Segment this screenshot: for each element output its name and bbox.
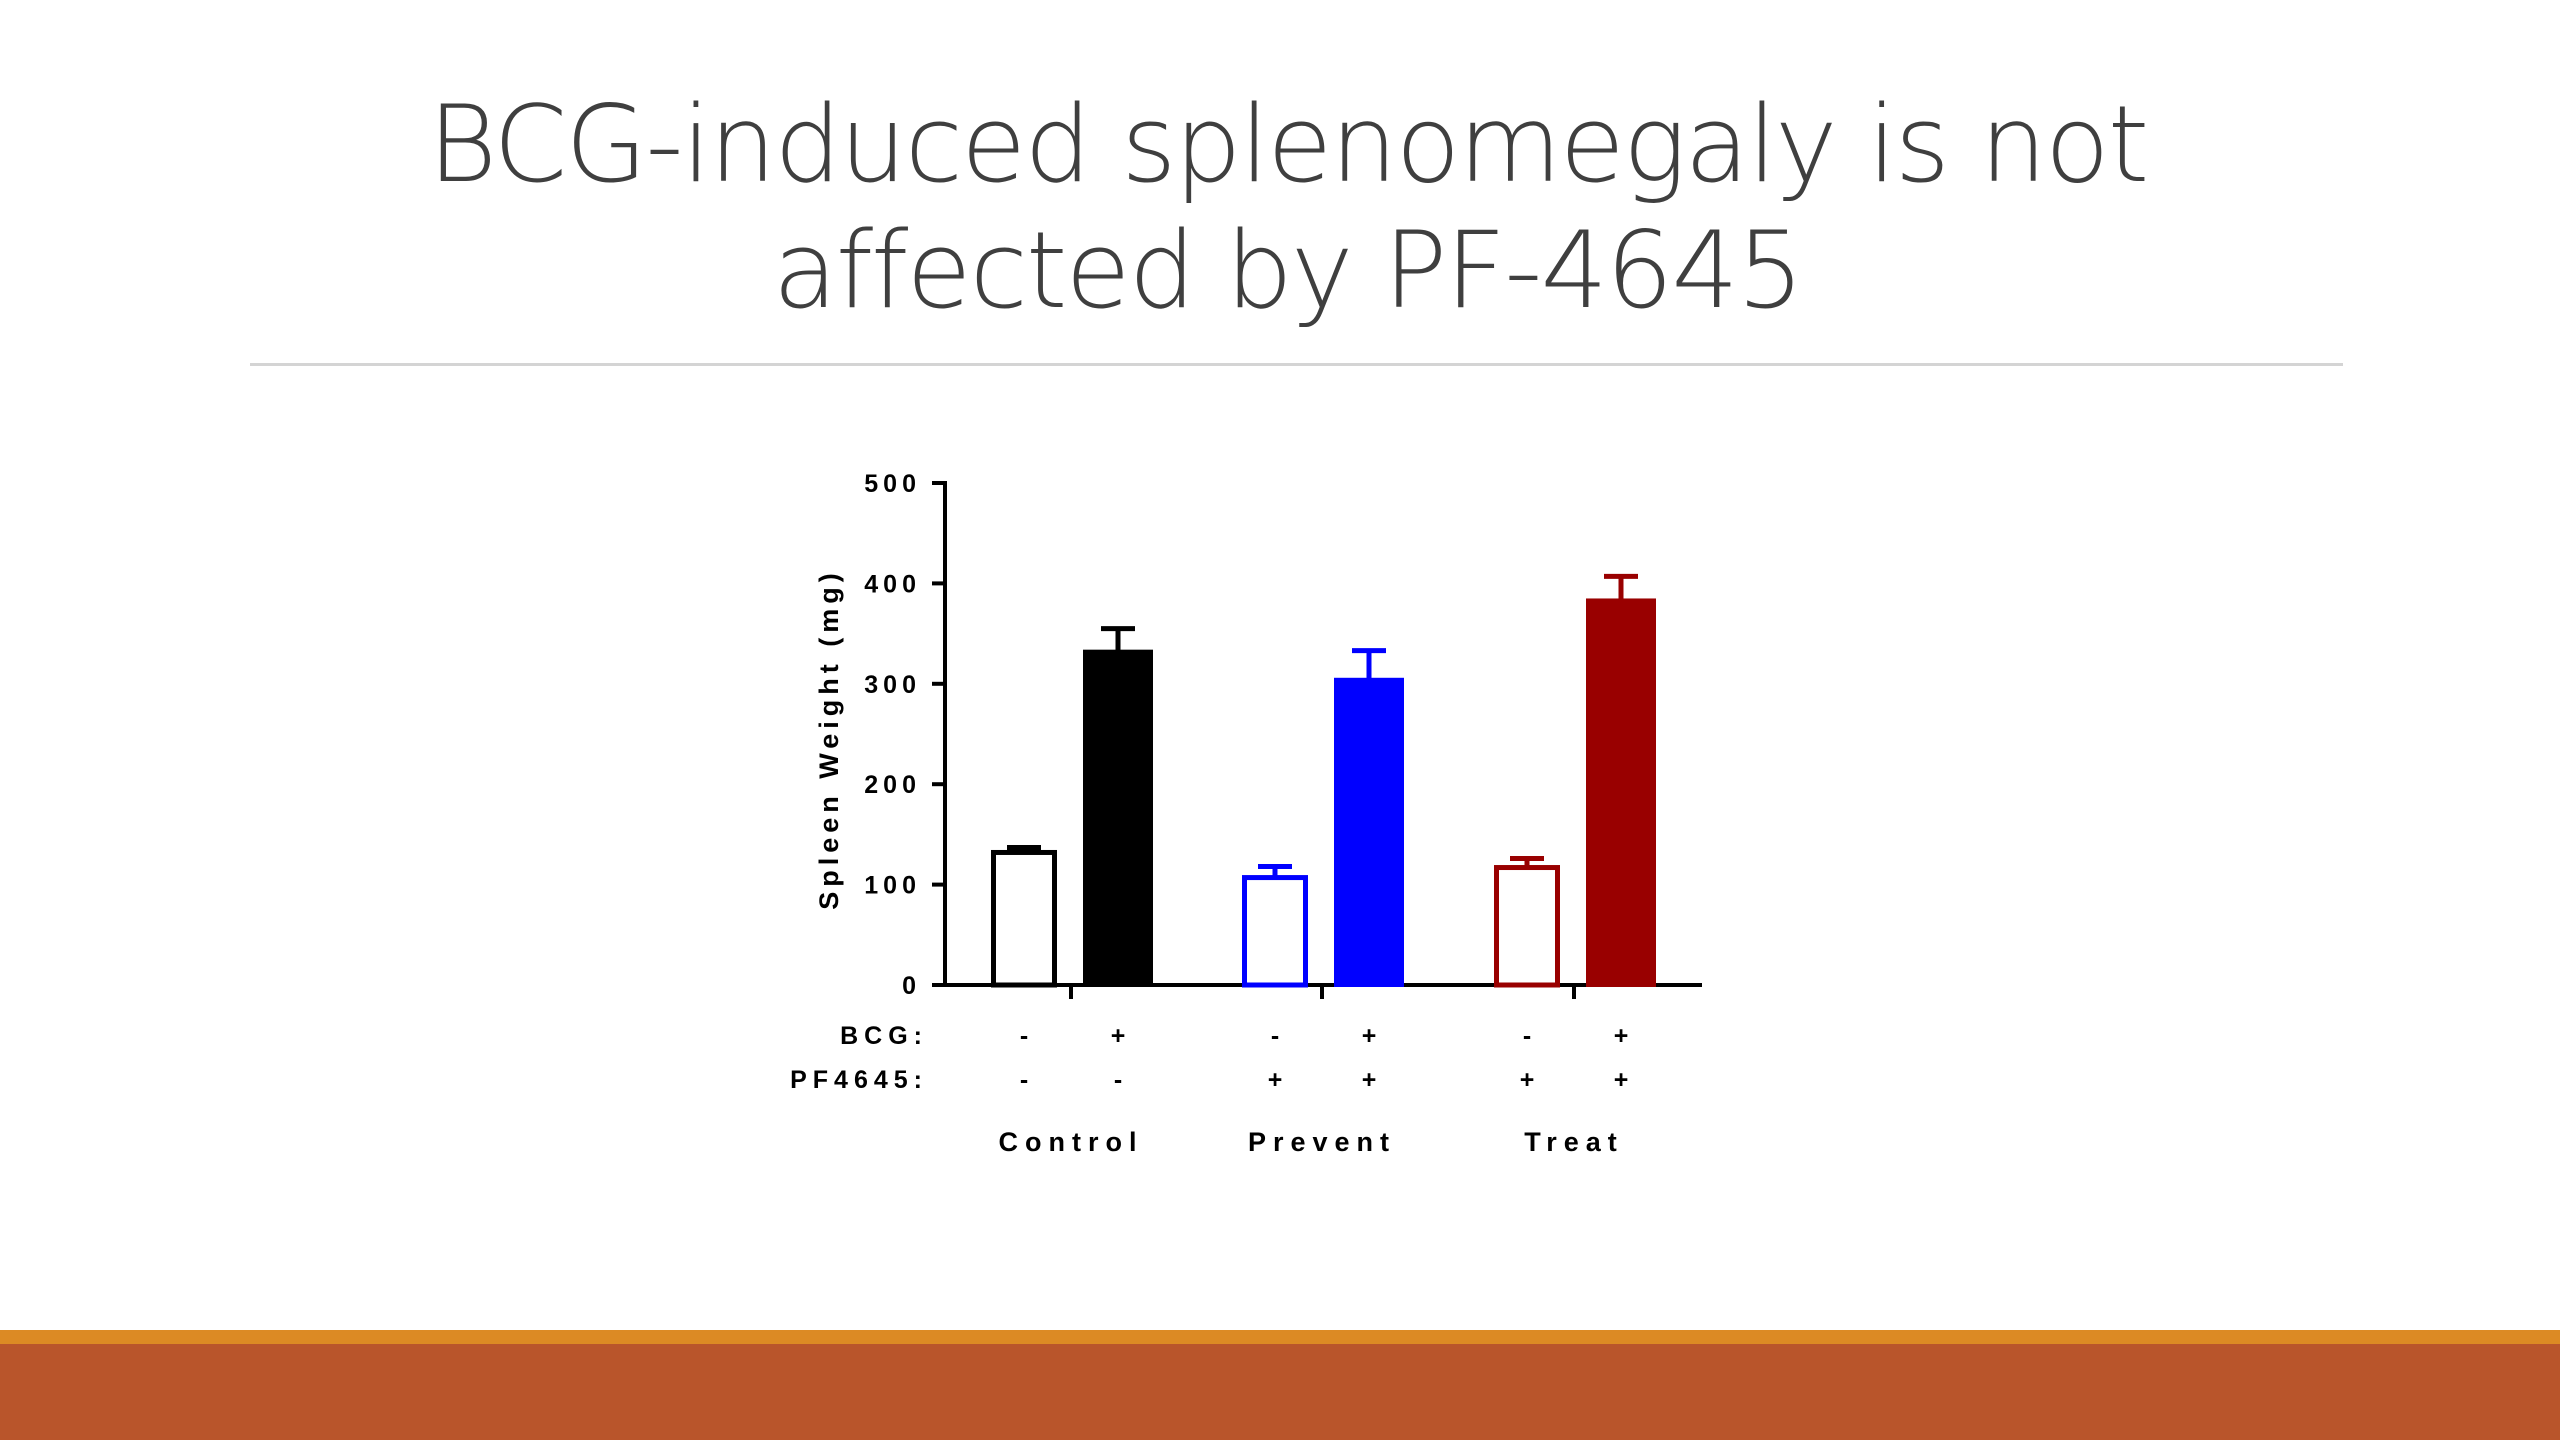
bcg-marker: +: [1362, 1022, 1377, 1050]
y-axis-title: Spleen Weight (mg): [814, 568, 844, 910]
y-tick-label: 400: [864, 570, 921, 598]
group-label-prevent: Prevent: [1248, 1127, 1396, 1157]
y-tick-label: 500: [864, 470, 921, 498]
pf4645-marker: +: [1268, 1066, 1283, 1094]
slide-title: BCG-induced splenomegaly is not affected…: [427, 83, 2150, 332]
row-label-bcg: BCG:: [840, 1022, 928, 1050]
title-divider: [250, 363, 2343, 366]
pf4645-marker: +: [1520, 1066, 1535, 1094]
pf4645-marker: -: [1020, 1066, 1028, 1094]
bar-bcg-positive: [1334, 677, 1404, 987]
bar-bcg-positive: [1586, 598, 1656, 988]
bar-bcg-negative: [991, 849, 1057, 988]
group-label-control: Control: [999, 1127, 1144, 1157]
bcg-marker: -: [1271, 1022, 1279, 1050]
bcg-marker: -: [1523, 1022, 1531, 1050]
spleen-weight-bar-chart: 0 100 200 300 400 500 Spleen Weight (mg) BCG: PF…: [790, 470, 1702, 1157]
group-label-treat: Treat: [1524, 1127, 1624, 1157]
footer-band: [0, 1344, 2560, 1440]
bcg-marker: -: [1020, 1022, 1028, 1050]
bar-bcg-positive: [1083, 649, 1153, 987]
y-tick-label: 0: [902, 972, 921, 1000]
pf4645-marker: +: [1362, 1066, 1377, 1094]
y-tick-label: 200: [864, 771, 921, 799]
bar-bcg-negative: [1242, 875, 1308, 988]
y-tick-label: 300: [864, 671, 921, 699]
row-label-pf4645: PF4645:: [790, 1066, 928, 1094]
footer-accent-stripe: [0, 1330, 2560, 1344]
bcg-marker: +: [1111, 1022, 1126, 1050]
bcg-marker: +: [1614, 1022, 1629, 1050]
pf4645-marker: +: [1614, 1066, 1629, 1094]
y-tick-label: 100: [864, 872, 921, 900]
bar-bcg-negative: [1494, 865, 1560, 988]
pf4645-marker: -: [1114, 1066, 1122, 1094]
